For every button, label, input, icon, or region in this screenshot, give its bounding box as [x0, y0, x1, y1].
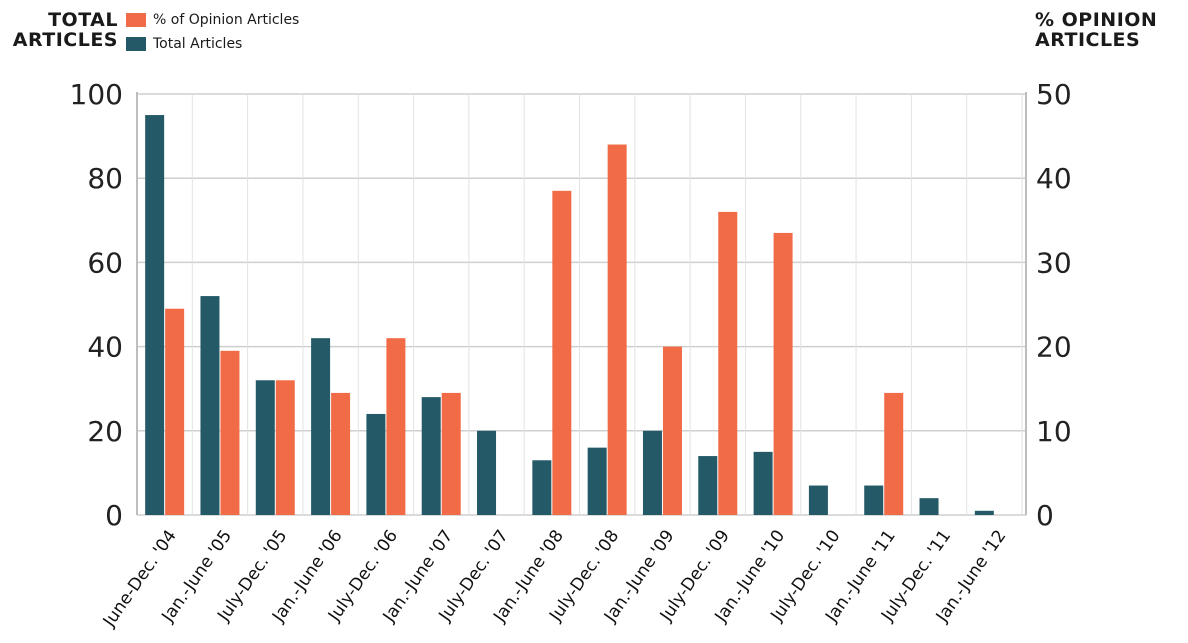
y-left-tick-label: 20: [87, 415, 123, 448]
bar-total-articles: [200, 296, 220, 515]
y-left-tick-label: 40: [87, 331, 123, 364]
bar-opinion-percent: [773, 232, 793, 515]
legend-label-opinion: % of Opinion Articles: [153, 12, 300, 28]
legend-item-total: Total Articles: [126, 32, 299, 56]
bar-total-articles: [919, 498, 939, 515]
left-axis-title: TOTAL ARTICLES: [8, 10, 118, 50]
legend-item-opinion: % of Opinion Articles: [126, 8, 299, 32]
y-right-tick-label: 30: [1036, 246, 1072, 279]
bar-total-articles: [366, 413, 386, 515]
y-left-tick-label: 0: [105, 499, 123, 532]
y-right-tick-label: 40: [1036, 162, 1072, 195]
bar-opinion-percent: [220, 350, 240, 515]
legend-label-total: Total Articles: [153, 36, 243, 52]
bar-total-articles: [477, 430, 497, 515]
legend: % of Opinion Articles Total Articles: [126, 8, 299, 56]
y-left-tick-label: 80: [87, 162, 123, 195]
right-axis-title-line2: ARTICLES: [1035, 29, 1141, 51]
right-axis-title-line1: % OPINION: [1035, 9, 1158, 31]
bar-total-articles: [864, 485, 884, 515]
bar-opinion-percent: [607, 144, 627, 515]
bar-total-articles: [421, 397, 441, 515]
bar-opinion-percent: [165, 308, 185, 515]
bar-total-articles: [642, 430, 662, 515]
bar-opinion-percent: [441, 392, 461, 515]
bar-total-articles: [808, 485, 828, 515]
y-right-tick-label: 20: [1036, 331, 1072, 364]
bar-total-articles: [587, 447, 607, 515]
bar-total-articles: [698, 456, 718, 515]
y-right-tick-label: 50: [1036, 78, 1072, 111]
bar-opinion-percent: [718, 211, 738, 515]
left-axis-title-line1: TOTAL: [48, 9, 118, 31]
bar-opinion-percent: [884, 392, 904, 515]
bar-opinion-percent: [275, 380, 295, 515]
y-right-tick-label: 0: [1036, 499, 1054, 532]
y-right-tick-label: 10: [1036, 415, 1072, 448]
bar-total-articles: [311, 338, 331, 515]
bar-total-articles: [255, 380, 275, 515]
bar-total-articles: [753, 451, 773, 515]
y-left-tick-label: 60: [87, 246, 123, 279]
legend-swatch-total: [126, 37, 146, 51]
bar-opinion-percent: [331, 392, 351, 515]
y-left-tick-label: 100: [70, 78, 123, 111]
bar-opinion-percent: [552, 190, 572, 515]
legend-swatch-opinion: [126, 13, 146, 27]
bar-total-articles: [532, 460, 552, 515]
bar-total-articles: [145, 115, 165, 516]
bar-opinion-percent: [662, 346, 682, 515]
bar-total-articles: [974, 510, 994, 515]
left-axis-title-line2: ARTICLES: [12, 29, 118, 51]
bar-opinion-percent: [386, 338, 406, 515]
right-axis-title: % OPINION ARTICLES: [1035, 10, 1185, 50]
